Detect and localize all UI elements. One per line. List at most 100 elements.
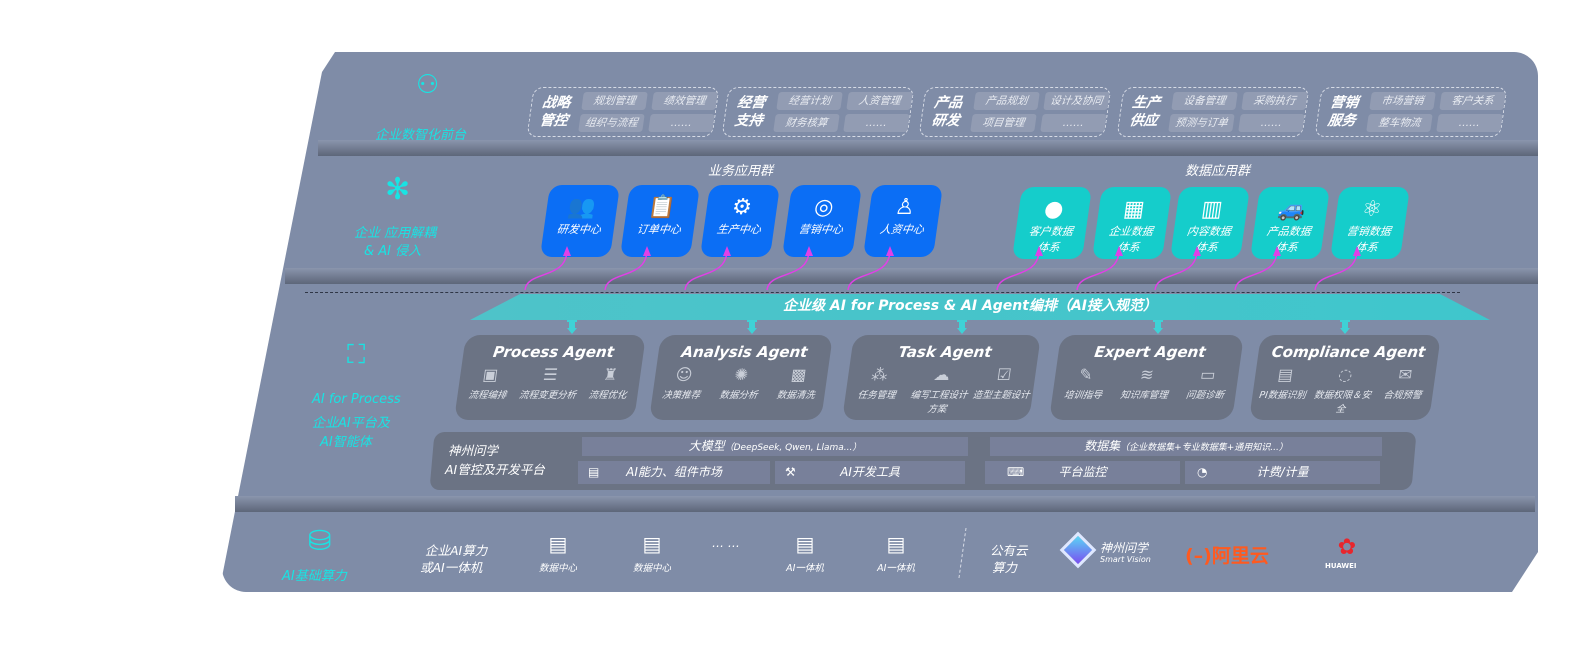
agent-card[interactable]: Task Agent ⁂ 任务管理 ☁ 编写工程设计方案 ☑ 造型主题设计 [842, 335, 1041, 420]
connector-arrow [996, 249, 1040, 291]
capability-label: 造型主题设计 [972, 390, 1031, 401]
capability-icon: ▩ [789, 365, 808, 384]
capability-icon: ✉ [1397, 365, 1414, 384]
connector-arrow [1076, 249, 1120, 291]
capability-label: 决策推荐 [661, 390, 701, 401]
capability-icon: ✺ [733, 365, 750, 384]
capability-label: 流程编排 [467, 390, 508, 401]
huawei-logo-icon: ✿ [1337, 535, 1357, 560]
arrow-head [1273, 246, 1281, 256]
arrow-head [563, 246, 571, 256]
dataset-note: （企业数据集+专业数据集+通用知识...） [1120, 443, 1288, 453]
connector-arrow [1314, 249, 1358, 291]
tool-billing[interactable]: ◔ 计费/计量 [1185, 461, 1380, 484]
agent-capability: ✺ 数据分析 [709, 365, 771, 401]
dev-tool-icon: ⚒ [785, 465, 796, 479]
agent-title: Compliance Agent [1270, 343, 1427, 361]
ai-label-3: AI智能体 [320, 435, 372, 450]
ai-label-2: 企业AI平台及 [312, 416, 390, 431]
dataset-bar: 数据集（企业数据集+专业数据集+通用知识...） [990, 437, 1382, 456]
tool-monitor[interactable]: ⌨ 平台监控 [985, 461, 1180, 484]
server-icon: ▤ [548, 532, 568, 556]
capability-icon: ☺ [674, 365, 694, 384]
public-label-2: 算力 [992, 560, 1018, 575]
public-label-1: 公有云 [990, 543, 1028, 558]
server-item: ▤ AI一体机 [775, 532, 835, 574]
agent-card[interactable]: Expert Agent ✎ 培训指导 ≋ 知识库管理 ▭ 问题诊断 [1049, 335, 1244, 420]
divider [285, 268, 1538, 284]
server-icon: ▤ [795, 532, 815, 556]
server-item: ▤ 数据中心 [622, 532, 682, 574]
connector-arrow [1154, 249, 1198, 291]
capability-icon: ☑ [995, 365, 1013, 384]
arrow-head [1193, 246, 1201, 256]
capability-icon: ▭ [1199, 365, 1217, 384]
divider [235, 496, 1535, 512]
agent-capability: ⁂ 任务管理 [843, 365, 912, 415]
capability-label: 培训指导 [1063, 390, 1103, 401]
infra-label: AI基础算力 [282, 569, 347, 584]
agent-capability: ▤ PI数据识别 [1250, 365, 1316, 415]
capability-icon: ⁂ [870, 365, 889, 384]
agent-card[interactable]: Analysis Agent ☺ 决策推荐 ✺ 数据分析 ▩ 数据清洗 [649, 335, 833, 420]
banner-arrow [567, 316, 577, 334]
agent-capability: ☁ 编写工程设计方案 [905, 365, 974, 415]
model-bar: 大模型（DeepSeek, Qwen, Llama...） [582, 437, 968, 456]
capability-label: 流程变更分析 [518, 390, 577, 401]
connector-arrow [766, 249, 810, 291]
agent-capability: ♜ 流程优化 [577, 365, 641, 401]
capability-label: PI数据识别 [1258, 390, 1307, 401]
agent-title: Analysis Agent [680, 343, 809, 361]
server-label: 数据中心 [632, 563, 671, 574]
arrow-head [805, 246, 813, 256]
dashed-divider [305, 292, 1460, 293]
arrow-head [1035, 246, 1043, 256]
capability-icon: ☁ [932, 365, 952, 384]
aliyun-name: 阿里云 [1211, 545, 1269, 567]
capability-label: 合规预警 [1382, 390, 1423, 401]
tool-label: AI能力、组件市场 [626, 465, 722, 479]
arrow-head [643, 246, 651, 256]
ellipsis: … … [712, 536, 740, 550]
agent-card[interactable]: Process Agent ▣ 流程编排 ☰ 流程变更分析 ♜ 流程优化 [454, 335, 646, 420]
monitor-icon: ⌨ [1007, 465, 1025, 479]
tool-component-market[interactable]: ▤ AI能力、组件市场 [578, 461, 770, 484]
capability-icon: ≋ [1138, 365, 1155, 384]
agent-title: Expert Agent [1093, 343, 1207, 361]
smartvision-name-en: Smart Vision [1100, 555, 1151, 564]
arrow-head [886, 246, 894, 256]
agent-capability: ▩ 数据清洗 [767, 365, 829, 401]
server-label: 数据中心 [538, 563, 577, 574]
connector-arrow [604, 249, 648, 291]
capability-label: 任务管理 [856, 390, 897, 401]
connector-arrow [684, 249, 728, 291]
agent-capability: ◌ 数据权限＆安全 [1310, 365, 1376, 415]
banner-arrow [957, 316, 967, 334]
capability-icon: ▤ [1276, 365, 1295, 384]
front-label: 企业数智化前台 [375, 128, 467, 143]
data-title: 数据应用群 [1185, 164, 1251, 179]
agent-capability: ✉ 合规预警 [1370, 365, 1436, 415]
agent-card[interactable]: Compliance Agent ▤ PI数据识别 ◌ 数据权限＆安全 ✉ 合规预警 [1249, 335, 1441, 420]
capability-label: 知识库管理 [1119, 390, 1169, 401]
agent-title: Task Agent [897, 343, 993, 361]
ai-label-1: AI for Process [312, 392, 401, 407]
private-label-2: 或AI一体机 [420, 560, 483, 575]
capability-icon: ☰ [541, 365, 559, 384]
tool-ai-dev[interactable]: ⚒ AI开发工具 [775, 461, 965, 484]
connector-arrow [1234, 249, 1278, 291]
dataset-label: 数据集 [1084, 439, 1121, 453]
capability-label: 数据权限＆安全 [1313, 390, 1372, 415]
apps-label: 企业 应用解耦 [354, 226, 437, 241]
capability-label: 数据分析 [718, 390, 759, 401]
model-label: 大模型 [688, 439, 725, 453]
server-item: ▤ AI一体机 [866, 532, 926, 574]
banner-arrow [1340, 316, 1350, 334]
arrow-head [723, 246, 731, 256]
banner [470, 294, 1490, 320]
server-label: AI一体机 [877, 563, 915, 574]
agent-capability: ▭ 问题诊断 [1174, 365, 1239, 401]
agent-capability: ☑ 造型主题设计 [968, 365, 1037, 415]
capability-label: 编写工程设计方案 [909, 390, 969, 415]
